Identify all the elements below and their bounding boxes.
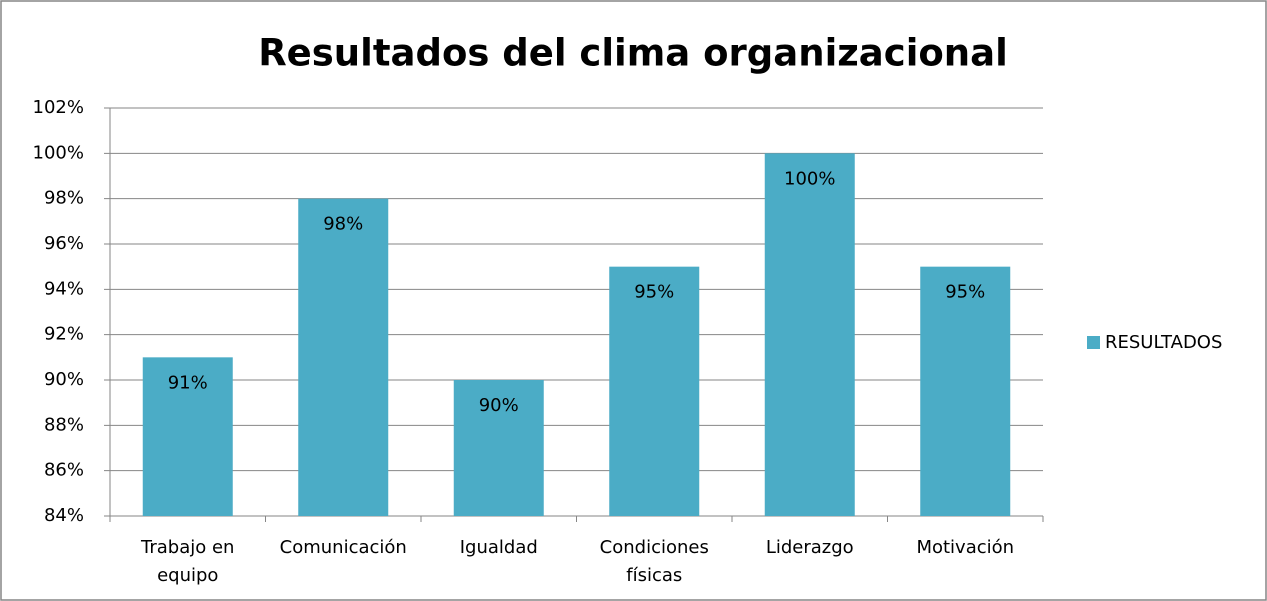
- chart-title: Resultados del clima organizacional: [258, 32, 1008, 75]
- data-label: 91%: [168, 372, 208, 393]
- x-tick-label: Condiciones físicas: [599, 537, 709, 586]
- y-tick-label: 90%: [44, 369, 84, 390]
- y-tick-label: 88%: [44, 414, 84, 435]
- data-label: 95%: [634, 282, 674, 303]
- legend-label: RESULTADOS: [1105, 332, 1222, 353]
- y-tick-label: 84%: [44, 505, 84, 526]
- y-tick-label: 86%: [44, 460, 84, 481]
- y-tick-label: 100%: [33, 142, 84, 163]
- legend-swatch: [1087, 336, 1100, 349]
- x-tick-label: Trabajo en equipo: [141, 537, 235, 586]
- y-tick-label: 96%: [44, 233, 84, 254]
- bar: [764, 153, 855, 517]
- bar: [609, 266, 700, 516]
- x-tick-label: Igualdad: [459, 537, 538, 558]
- x-tick-label: Comunicación: [279, 537, 407, 558]
- data-label: 100%: [784, 168, 835, 189]
- bar: [453, 380, 544, 516]
- y-tick-label: 102%: [33, 97, 84, 118]
- x-tick-label: Liderazgo: [765, 537, 854, 558]
- data-label: 90%: [479, 395, 519, 416]
- data-label: 98%: [323, 214, 363, 235]
- bar: [920, 266, 1011, 516]
- bar: [142, 357, 233, 516]
- y-tick-label: 94%: [44, 278, 84, 299]
- data-label: 95%: [945, 282, 985, 303]
- y-tick-label: 98%: [44, 188, 84, 209]
- x-tick-label: Motivación: [916, 537, 1015, 558]
- bar: [298, 198, 389, 516]
- y-tick-label: 92%: [44, 324, 84, 345]
